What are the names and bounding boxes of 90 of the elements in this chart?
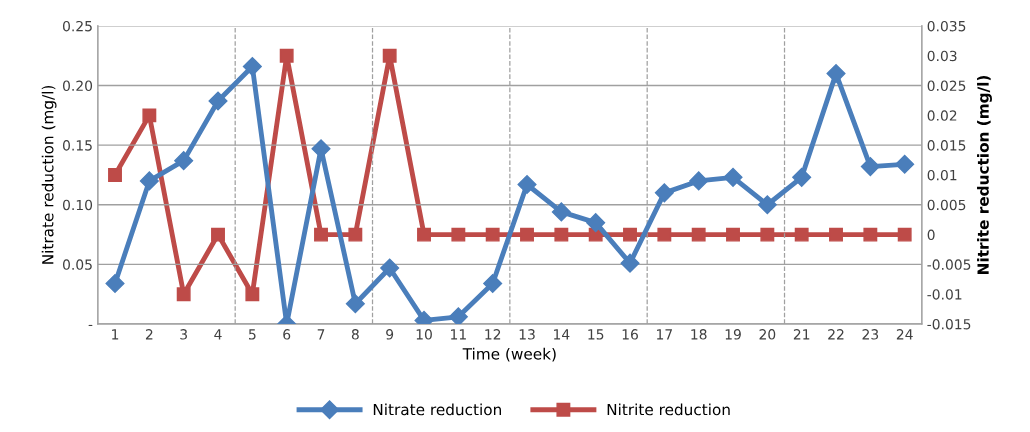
point [757, 195, 777, 215]
x-axis-title: Time (week) [462, 347, 556, 362]
y2-axis-title: Nitrite reduction (mg/l) [977, 75, 992, 274]
point [242, 56, 262, 76]
y-tick-label: 0.05 [62, 259, 92, 270]
point [794, 227, 809, 242]
point [142, 108, 157, 123]
point [382, 48, 397, 63]
point [108, 168, 122, 182]
point [139, 171, 159, 191]
y2-tick-label: 0 [927, 229, 935, 241]
point [860, 157, 880, 177]
point [760, 227, 775, 242]
point [623, 227, 637, 242]
x-tick-label: 3 [180, 329, 187, 340]
x-tick-label: 21 [793, 329, 810, 340]
x-tick-label: 14 [554, 329, 570, 340]
x-tick-label: 9 [386, 329, 394, 340]
point [895, 154, 915, 174]
x-tick-label: 10 [416, 329, 432, 340]
point [517, 174, 537, 195]
y2-tick-label: 0.01 [927, 169, 957, 181]
legend-label: Nitrite reduction [607, 403, 730, 416]
point [897, 227, 912, 242]
y-tick-label: 0.10 [62, 199, 93, 211]
point [348, 227, 363, 242]
point [174, 151, 194, 171]
y2-tick-label: -0.015 [927, 318, 971, 330]
y-axis-title: Nitrate reduction (mg/l) [41, 85, 57, 264]
x-tick-label: 19 [725, 329, 741, 340]
point [620, 253, 640, 273]
y-tick-label: 0.15 [62, 140, 92, 151]
x-tick-label: 2 [145, 329, 153, 340]
x-tick-label: 17 [657, 329, 672, 340]
point [279, 48, 294, 63]
point [723, 167, 743, 187]
point [691, 227, 706, 242]
y2-tick-label: 0.035 [927, 20, 966, 32]
point [380, 258, 400, 278]
point [208, 91, 228, 111]
x-tick-label: 24 [896, 329, 913, 340]
point [654, 183, 674, 203]
point [792, 167, 812, 187]
x-tick-label: 16 [622, 329, 638, 340]
point [483, 273, 503, 293]
y-tick-label: 0.20 [62, 80, 93, 92]
point [211, 227, 225, 242]
point [176, 287, 191, 302]
x-tick-label: 8 [351, 329, 359, 340]
point [586, 213, 606, 233]
x-tick-label: 5 [249, 329, 256, 340]
point [554, 227, 569, 242]
point [689, 171, 709, 191]
legend-label: Nitrate reduction [373, 403, 501, 416]
y2-tick-label: -0.01 [927, 289, 962, 300]
point [314, 227, 328, 242]
x-tick-label: 20 [759, 329, 776, 340]
point [657, 227, 672, 242]
point [448, 307, 468, 324]
x-tick-label: 12 [485, 329, 501, 340]
x-tick-label: 13 [519, 329, 535, 340]
x-tick-label: 18 [691, 329, 707, 340]
point [451, 227, 466, 242]
x-tick-label: 15 [588, 329, 604, 340]
x-tick-label: 23 [862, 329, 879, 340]
point [551, 202, 571, 222]
y-tick-label: 0.25 [62, 20, 92, 32]
point [826, 64, 846, 84]
point [105, 273, 125, 293]
point [345, 294, 365, 314]
point [520, 227, 534, 242]
x-tick-label: 4 [214, 329, 222, 340]
point [485, 227, 500, 242]
x-tick-label: 1 [112, 329, 119, 340]
y2-tick-label: 0.005 [927, 199, 966, 211]
y2-tick-label: 0.025 [927, 80, 966, 92]
x-tick-label: 11 [451, 329, 466, 340]
y2-tick-label: 0.03 [927, 50, 957, 62]
y2-tick-label: -0.005 [927, 259, 971, 270]
y2-tick-label: 0.02 [927, 110, 957, 121]
x-tick-label: 7 [317, 329, 325, 340]
point [245, 287, 260, 302]
x-tick-label: 22 [828, 329, 844, 340]
point [863, 227, 878, 242]
point [829, 227, 843, 242]
point [417, 227, 431, 242]
x-tick-label: 6 [283, 329, 291, 340]
y2-tick-label: 0.015 [927, 140, 966, 151]
point [726, 227, 740, 242]
y-tick-label: - [88, 324, 93, 327]
